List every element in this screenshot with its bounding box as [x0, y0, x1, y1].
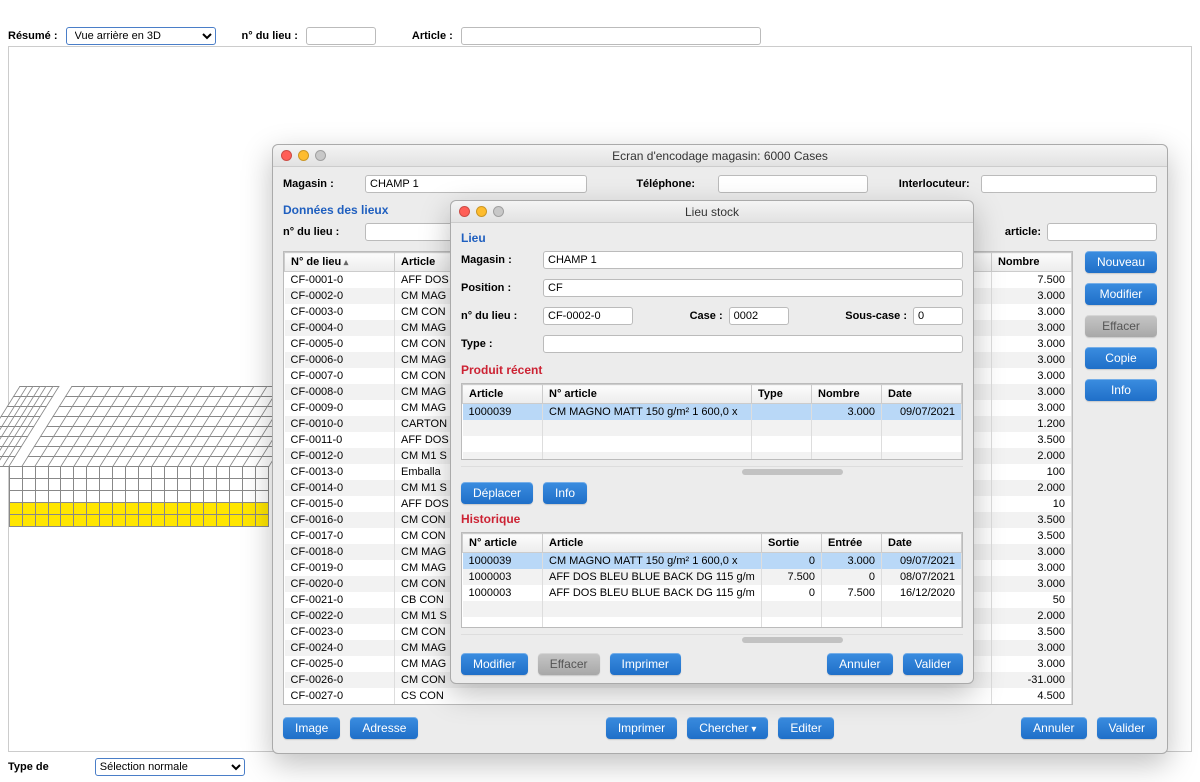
resume-select[interactable]: Vue arrière en 3D: [66, 27, 216, 45]
table-row[interactable]: 1000039CM MAGNO MATT 150 g/m² 1 600,0 x3…: [463, 404, 962, 421]
close-icon[interactable]: [281, 150, 292, 161]
w1-narticle-input[interactable]: [1047, 223, 1157, 241]
selection-mode-select[interactable]: Sélection normale: [95, 758, 245, 776]
w2-imprimer-button[interactable]: Imprimer: [610, 653, 681, 675]
table-row[interactable]: CF-0028-0CM CON3.750: [285, 704, 1072, 705]
effacer-button[interactable]: Effacer: [1085, 315, 1157, 337]
minimize-icon[interactable]: [298, 150, 309, 161]
window1-bottom-buttons: Image Adresse Imprimer Chercher Editer A…: [283, 711, 1157, 745]
footer-bar: Type de Sélection normale: [8, 756, 1192, 778]
section-produit-recent: Produit récent: [461, 363, 963, 377]
pcol-date[interactable]: Date: [882, 385, 962, 404]
minimize-icon[interactable]: [476, 206, 487, 217]
window-lieu-stock: Lieu stock Lieu Magasin : Position : n° …: [450, 200, 974, 684]
pcol-type[interactable]: Type: [752, 385, 812, 404]
chercher-button[interactable]: Chercher: [687, 717, 768, 739]
section-historique: Historique: [461, 512, 963, 526]
magasin-label: Magasin :: [283, 178, 359, 190]
col-lieu[interactable]: N° de lieu: [285, 253, 395, 272]
w2-valider-button[interactable]: Valider: [903, 653, 963, 675]
hcol-sortie[interactable]: Sortie: [762, 534, 822, 553]
editer-button[interactable]: Editer: [778, 717, 833, 739]
w2-type-label: Type :: [461, 338, 537, 350]
interlocuteur-label: Interlocuteur:: [899, 178, 975, 190]
rack-3d-right: [9, 327, 49, 527]
adresse-button[interactable]: Adresse: [350, 717, 418, 739]
image-button[interactable]: Image: [283, 717, 340, 739]
article-label: Article :: [412, 30, 453, 42]
w2-position-input[interactable]: [543, 279, 963, 297]
w2-info-button[interactable]: Info: [543, 482, 587, 504]
hist-scroll[interactable]: [461, 634, 963, 643]
info-button[interactable]: Info: [1085, 379, 1157, 401]
col-nombre[interactable]: Nombre: [991, 253, 1071, 272]
w1-lieu-label: n° du lieu :: [283, 226, 359, 238]
window2-title: Lieu stock: [459, 205, 965, 219]
w2-effacer-button[interactable]: Effacer: [538, 653, 600, 675]
rack-3d-left: [21, 327, 281, 527]
annuler-button[interactable]: Annuler: [1021, 717, 1086, 739]
modifier-button[interactable]: Modifier: [1085, 283, 1157, 305]
zoom-icon[interactable]: [315, 150, 326, 161]
w2-lieu-input[interactable]: [543, 307, 633, 325]
top-filter-bar: Résumé : Vue arrière en 3D n° du lieu : …: [8, 24, 1192, 48]
table-row[interactable]: 1000039CM MAGNO MATT 150 g/m² 1 600,0 x0…: [463, 553, 962, 570]
w2-modifier-button[interactable]: Modifier: [461, 653, 528, 675]
imprimer-button[interactable]: Imprimer: [606, 717, 677, 739]
resume-label: Résumé :: [8, 30, 58, 42]
table-row[interactable]: 1000003AFF DOS BLEU BLUE BACK DG 115 g/m…: [463, 585, 962, 601]
hcol-date[interactable]: Date: [882, 534, 962, 553]
w2-case-input[interactable]: [729, 307, 789, 325]
telephone-label: Téléphone:: [636, 178, 712, 190]
w2-annuler-button[interactable]: Annuler: [827, 653, 892, 675]
w2-case-label: Case :: [690, 310, 723, 322]
w1-narticle-label: article:: [1005, 226, 1041, 238]
hcol-entree[interactable]: Entrée: [822, 534, 882, 553]
section-lieu: Lieu: [461, 231, 963, 245]
w2-magasin-input[interactable]: [543, 251, 963, 269]
nouveau-button[interactable]: Nouveau: [1085, 251, 1157, 273]
close-icon[interactable]: [459, 206, 470, 217]
side-button-column: Nouveau Modifier Effacer Copie Info: [1085, 251, 1157, 705]
valider-button[interactable]: Valider: [1097, 717, 1157, 739]
pcol-article[interactable]: Article: [463, 385, 543, 404]
pcol-nombre[interactable]: Nombre: [812, 385, 882, 404]
table-row[interactable]: CF-0027-0CS CON4.500: [285, 688, 1072, 704]
pcol-narticle[interactable]: N° article: [543, 385, 752, 404]
table-row[interactable]: 1000003AFF DOS BLEU BLUE BACK DG 115 g/m…: [463, 569, 962, 585]
w2-position-label: Position :: [461, 282, 537, 294]
w2-souscase-input[interactable]: [913, 307, 963, 325]
produit-table[interactable]: Article N° article Type Nombre Date 1000…: [461, 383, 963, 460]
copie-button[interactable]: Copie: [1085, 347, 1157, 369]
w2-magasin-label: Magasin :: [461, 254, 537, 266]
magasin-input[interactable]: [365, 175, 587, 193]
type-de-label: Type de: [8, 761, 49, 773]
article-input[interactable]: [461, 27, 761, 45]
w2-type-input[interactable]: [543, 335, 963, 353]
w2-souscase-label: Sous-case :: [845, 310, 907, 322]
hcol-narticle[interactable]: N° article: [463, 534, 543, 553]
zoom-icon[interactable]: [493, 206, 504, 217]
hcol-article[interactable]: Article: [543, 534, 762, 553]
interlocuteur-input[interactable]: [981, 175, 1157, 193]
window1-title: Ecran d'encodage magasin: 6000 Cases: [281, 149, 1159, 163]
deplacer-button[interactable]: Déplacer: [461, 482, 533, 504]
historique-table[interactable]: N° article Article Sortie Entrée Date 10…: [461, 532, 963, 628]
lieu-num-label: n° du lieu :: [242, 30, 298, 42]
window2-titlebar[interactable]: Lieu stock: [451, 201, 973, 223]
telephone-input[interactable]: [718, 175, 868, 193]
w2-lieu-label: n° du lieu :: [461, 310, 537, 322]
produit-scroll[interactable]: [461, 466, 963, 475]
lieu-num-input[interactable]: [306, 27, 376, 45]
window1-titlebar[interactable]: Ecran d'encodage magasin: 6000 Cases: [273, 145, 1167, 167]
